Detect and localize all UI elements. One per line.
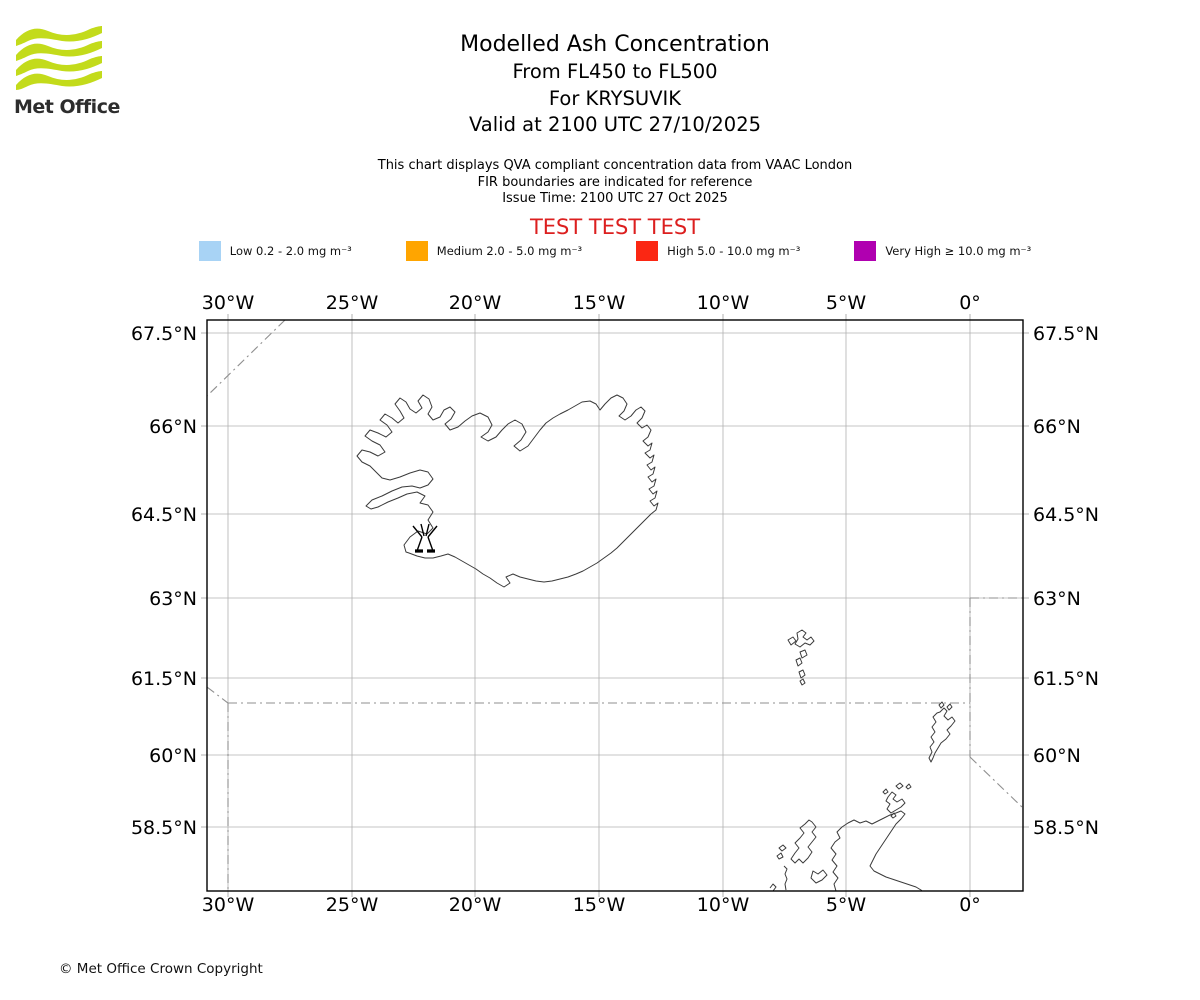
title-block: Modelled Ash Concentration From FL450 to… — [15, 31, 1200, 139]
volcano-rays — [412, 523, 438, 538]
lon-label-bottom: 30°W — [202, 894, 255, 916]
map-frame — [206, 319, 1024, 892]
shetland-main — [928, 707, 956, 763]
lat-label-left: 61.5°N — [131, 668, 197, 690]
legend-label-high: High 5.0 - 10.0 mg m⁻³ — [667, 244, 801, 258]
legend-item-very-high: Very High ≥ 10.0 mg m⁻³ — [854, 241, 1031, 261]
faroe-main — [794, 629, 815, 648]
legend-swatch-low-icon — [198, 241, 221, 261]
coastline-faroe-islands — [787, 629, 815, 686]
lat-label-right: 63°N — [1033, 588, 1081, 610]
lat-label-left: 58.5°N — [131, 817, 197, 839]
hebrides-uist-chain — [783, 865, 788, 891]
lon-label-top: 20°W — [449, 292, 502, 314]
lat-label-left: 64.5°N — [131, 504, 197, 526]
chart-subtitle-valid-time: Valid at 2100 UTC 27/10/2025 — [468, 113, 762, 136]
lon-label-top: 10°W — [697, 292, 750, 314]
met-office-logo-text: Met Office — [14, 96, 120, 118]
axis-labels: 30°W 30°W 25°W 25°W 20°W 20°W 15°W 15°W 10°W 10°W… — [131, 292, 1099, 916]
coastlines — [356, 394, 956, 892]
test-banner: TEST TEST TEST — [529, 215, 701, 239]
lat-label-left: 63°N — [149, 588, 197, 610]
orkney-islet-4 — [890, 812, 897, 819]
lon-label-bottom: 15°W — [573, 894, 626, 916]
fir-boundary-southeast-diagonal — [969, 756, 1024, 809]
faroe-islet-2 — [799, 678, 806, 686]
orkney-main — [885, 791, 906, 814]
legend-label-low: Low 0.2 - 2.0 mg m⁻³ — [229, 244, 352, 258]
shetland-islet-1 — [938, 701, 945, 709]
lat-label-right: 58.5°N — [1033, 817, 1099, 839]
faroe-west — [787, 636, 797, 646]
legend-item-low: Low 0.2 - 2.0 mg m⁻³ — [198, 241, 352, 261]
orkney-islet-2 — [905, 783, 912, 790]
skye-island — [810, 869, 828, 884]
fir-boundaries — [206, 319, 1024, 891]
lon-label-bottom: 25°W — [326, 894, 379, 916]
volcano-sides — [416, 536, 434, 552]
coastline-iceland — [356, 394, 659, 588]
chart-subtitle-flight-levels: From FL450 to FL500 — [512, 60, 718, 83]
lat-label-left: 66°N — [149, 416, 197, 438]
met-office-waves-icon — [16, 26, 102, 90]
orkney-islet-3 — [882, 788, 889, 795]
copyright-footer: © Met Office Crown Copyright — [59, 961, 263, 977]
lon-label-top: 25°W — [326, 292, 379, 314]
coastline-shetland — [928, 701, 956, 763]
lon-label-bottom: 5°W — [826, 894, 867, 916]
lat-label-right: 61.5°N — [1033, 668, 1099, 690]
hebrides-lewis — [790, 819, 817, 864]
shetland-islet-2 — [946, 703, 953, 711]
lon-label-top: 30°W — [202, 292, 255, 314]
legend-swatch-medium-icon — [405, 241, 428, 261]
lon-label-bottom: 0° — [959, 894, 981, 916]
grid-layer — [201, 314, 1029, 897]
chart-subtitle-volcano: For KRYSUVIK — [548, 86, 682, 110]
faroe-south — [795, 657, 803, 667]
lon-label-top: 5°W — [826, 292, 867, 314]
info-line-fir: FIR boundaries are indicated for referen… — [477, 174, 753, 190]
legend-label-medium: Medium 2.0 - 5.0 mg m⁻³ — [436, 244, 583, 258]
lat-label-right: 60°N — [1033, 745, 1081, 767]
lat-label-left: 60°N — [149, 745, 197, 767]
faroe-islet-1 — [798, 669, 806, 679]
info-line-issue-time: Issue Time: 2100 UTC 27 Oct 2025 — [502, 191, 728, 206]
hebrides-islet-3 — [769, 883, 777, 892]
coastline-orkney — [882, 782, 912, 819]
legend-item-medium: Medium 2.0 - 5.0 mg m⁻³ — [405, 241, 583, 261]
volcano-eruption-marker-icon — [412, 523, 438, 553]
legend-swatch-very-high-icon — [854, 241, 877, 261]
met-office-logo: Met Office — [14, 24, 124, 118]
scotland-mainland — [830, 810, 923, 892]
orkney-islet-1 — [895, 782, 904, 790]
chart-title: Modelled Ash Concentration — [460, 32, 770, 57]
info-block: This chart displays QVA compliant concen… — [15, 158, 1200, 208]
faroe-mid — [799, 649, 808, 659]
legend-label-very-high: Very High ≥ 10.0 mg m⁻³ — [885, 244, 1032, 258]
lon-label-bottom: 20°W — [449, 894, 502, 916]
lat-label-left: 67.5°N — [131, 323, 197, 345]
fir-boundary-west-entry — [206, 686, 229, 704]
lat-label-right: 67.5°N — [1033, 323, 1099, 345]
info-line-qva: This chart displays QVA compliant concen… — [377, 158, 853, 173]
lon-label-top: 0° — [959, 292, 981, 314]
lon-label-bottom: 10°W — [697, 894, 750, 916]
lat-label-right: 66°N — [1033, 416, 1081, 438]
hebrides-islet-2 — [776, 852, 784, 860]
coastline-scotland — [769, 810, 923, 892]
lat-label-right: 64.5°N — [1033, 504, 1099, 526]
legend: Low 0.2 - 2.0 mg m⁻³ Medium 2.0 - 5.0 mg… — [0, 241, 1200, 261]
legend-item-high: High 5.0 - 10.0 mg m⁻³ — [636, 241, 800, 261]
legend-swatch-high-icon — [636, 241, 659, 261]
hebrides-islet-1 — [778, 844, 787, 852]
lon-label-top: 15°W — [573, 292, 626, 314]
fir-boundary-northwest-diagonal — [206, 319, 286, 397]
